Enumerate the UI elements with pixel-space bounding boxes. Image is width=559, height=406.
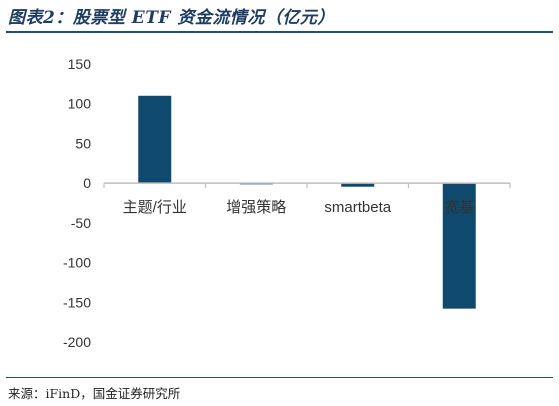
bar bbox=[442, 183, 476, 309]
source-note: 来源：iFinD，国金证券研究所 bbox=[8, 386, 181, 401]
y-tick-label: 100 bbox=[68, 96, 92, 112]
title-divider bbox=[6, 31, 553, 33]
category-label: 宽基 bbox=[444, 199, 474, 216]
y-tick-label: -50 bbox=[71, 215, 91, 231]
figure-title: 图表2：股票型 ETF 资金流情况（亿元） bbox=[8, 8, 335, 28]
category-label: smartbeta bbox=[324, 199, 391, 216]
y-tick-label: 150 bbox=[68, 56, 92, 72]
source-divider bbox=[6, 377, 553, 378]
y-tick-label: 0 bbox=[83, 175, 91, 191]
y-tick-label: 50 bbox=[75, 135, 91, 151]
y-tick-label: -100 bbox=[63, 255, 91, 271]
category-label: 主题/行业 bbox=[123, 199, 187, 216]
y-axis-tick-labels: 150 100 50 0 -50 -100 -150 -200 bbox=[63, 56, 91, 350]
bar bbox=[138, 95, 172, 184]
y-tick-label: -200 bbox=[63, 334, 91, 350]
x-axis-tick-labels: 主题/行业 增强策略 smartbeta 宽基 bbox=[123, 199, 475, 216]
y-tick-label: -150 bbox=[63, 294, 91, 310]
bars bbox=[138, 95, 476, 309]
bar bbox=[341, 183, 375, 187]
category-label: 增强策略 bbox=[226, 199, 286, 216]
x-axis bbox=[103, 182, 511, 189]
